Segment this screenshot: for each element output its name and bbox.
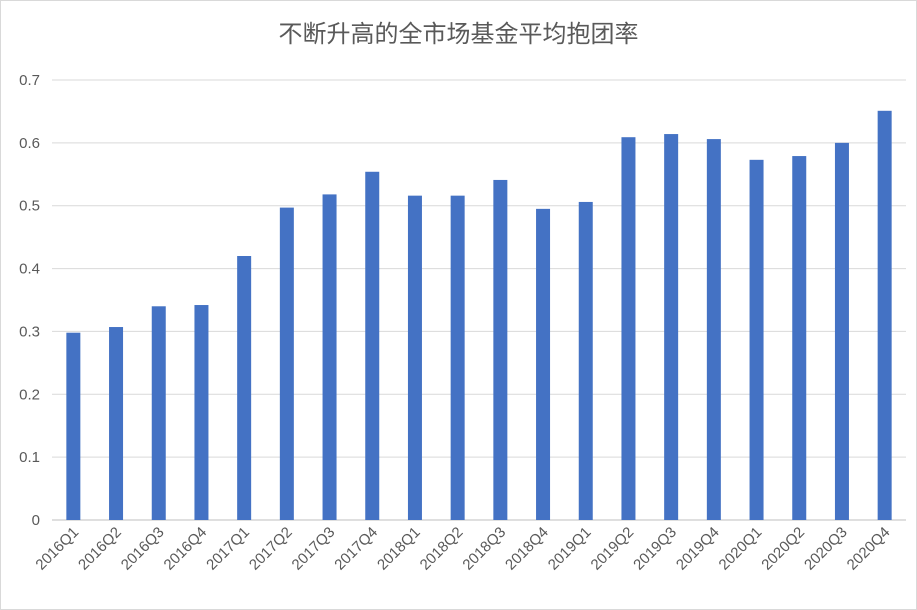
y-tick-label: 0 [32, 512, 40, 529]
x-tick-label: 2019Q1 [545, 524, 595, 574]
x-tick-label: 2017Q1 [203, 524, 253, 574]
x-tick-label: 2019Q3 [630, 524, 680, 574]
x-tick-label: 2019Q4 [673, 524, 723, 574]
bar-2016Q3 [151, 306, 166, 520]
x-tick-label: 2017Q4 [331, 524, 381, 574]
bar-2019Q3 [664, 134, 679, 521]
bar-2018Q1 [407, 195, 422, 520]
bar-2020Q3 [834, 142, 849, 520]
bar-2017Q3 [322, 194, 337, 520]
chart-title: 不断升高的全市场基金平均抱团率 [278, 20, 639, 48]
x-tick-label: 2018Q2 [417, 524, 467, 574]
bar-2018Q4 [536, 208, 551, 520]
x-tick-label: 2020Q1 [716, 524, 766, 574]
x-tick-label: 2017Q2 [246, 524, 296, 574]
x-tick-label: 2020Q2 [758, 524, 808, 574]
bar-2020Q4 [877, 110, 892, 521]
bar-2019Q1 [578, 201, 593, 520]
bar-2018Q2 [450, 195, 465, 520]
x-tick-label: 2016Q3 [118, 524, 168, 574]
bars [66, 110, 892, 521]
x-tick-label: 2016Q1 [32, 524, 82, 574]
y-tick-label: 0.4 [19, 261, 40, 278]
bar-2020Q2 [792, 156, 807, 521]
y-tick-label: 0.3 [19, 323, 40, 340]
bar-2017Q1 [237, 256, 252, 520]
bar-2019Q4 [706, 139, 721, 521]
y-tick-label: 0.7 [19, 72, 40, 89]
x-tick-label: 2020Q3 [801, 524, 851, 574]
x-tick-label: 2016Q2 [75, 524, 125, 574]
x-tick-label: 2020Q4 [844, 524, 894, 574]
x-tick-label: 2016Q4 [161, 524, 211, 574]
y-tick-label: 0.2 [19, 386, 40, 403]
y-tick-label: 0.1 [19, 449, 40, 466]
y-axis-ticks: 0 0.1 0.2 0.3 0.4 0.5 0.6 0.7 [19, 72, 40, 529]
x-tick-label: 2017Q3 [289, 524, 339, 574]
bar-2018Q3 [493, 179, 508, 520]
y-tick-label: 0.5 [19, 198, 40, 215]
bar-2016Q4 [194, 305, 209, 520]
bar-2019Q2 [621, 137, 636, 520]
gridlines [52, 79, 906, 521]
bar-2016Q1 [66, 332, 81, 520]
x-axis-ticks: 2016Q12016Q22016Q32016Q42017Q12017Q22017… [32, 524, 893, 574]
x-tick-label: 2018Q4 [502, 524, 552, 574]
x-tick-label: 2018Q3 [459, 524, 509, 574]
bar-2020Q1 [749, 159, 764, 521]
bar-2017Q4 [365, 171, 380, 520]
x-tick-label: 2018Q1 [374, 524, 424, 574]
bar-2017Q2 [279, 207, 294, 520]
bar-2016Q2 [109, 327, 124, 520]
x-tick-label: 2019Q2 [588, 524, 638, 574]
y-tick-label: 0.6 [19, 135, 40, 152]
